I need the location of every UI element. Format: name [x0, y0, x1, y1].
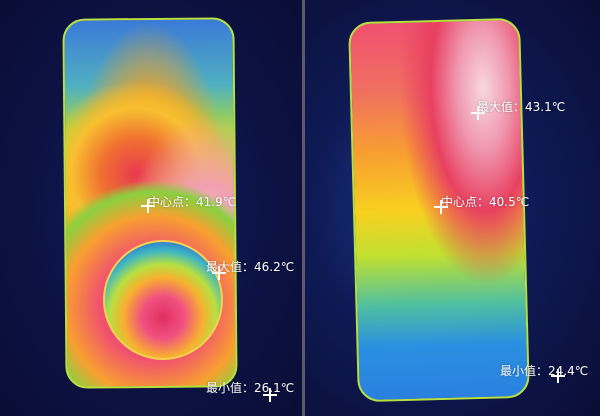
crosshair-center-icon: [141, 199, 155, 213]
crosshair-min-icon: [551, 369, 565, 383]
min-temp-label: 最小值：24.4℃: [500, 364, 589, 378]
image-divider: [302, 0, 305, 416]
center-temp-label: 中心点：41.9℃: [148, 195, 237, 209]
thermal-image-right: 最大值：43.1℃ 中心点：40.5℃ 最小值：24.4℃: [305, 0, 600, 416]
center-temp-label: 中心点：40.5℃: [441, 195, 530, 209]
crosshair-max-icon: [471, 106, 485, 120]
min-temp-label: 最小值：26.1℃: [206, 381, 295, 395]
camera-module-thermal: [103, 240, 223, 360]
max-temp-label: 最大值：46.2℃: [206, 260, 295, 274]
crosshair-max-icon: [212, 266, 226, 280]
crosshair-min-icon: [263, 388, 277, 402]
thermal-image-left: 中心点：41.9℃ 最大值：46.2℃ 最小值：26.1℃: [0, 0, 302, 416]
crosshair-center-icon: [434, 200, 448, 214]
max-temp-label: 最大值：43.1℃: [477, 100, 566, 114]
